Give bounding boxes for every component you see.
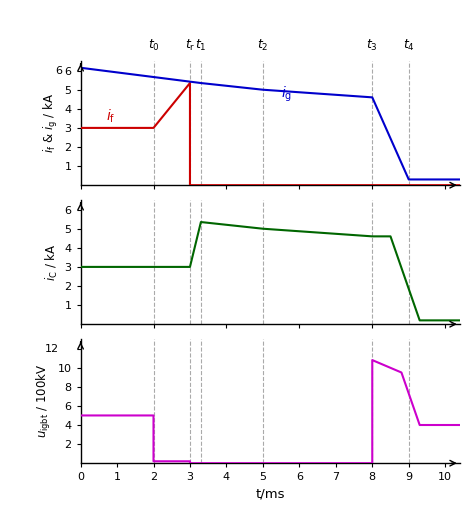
Text: 6: 6 [55, 66, 63, 76]
Text: $t_4$: $t_4$ [403, 38, 415, 53]
Text: $t_3$: $t_3$ [366, 38, 378, 53]
Text: $i_{\mathrm{f}}$: $i_{\mathrm{f}}$ [106, 107, 116, 125]
Text: 12: 12 [45, 344, 59, 354]
X-axis label: t/ms: t/ms [255, 488, 285, 501]
Y-axis label: $i_{\mathrm{C}}$ / kA: $i_{\mathrm{C}}$ / kA [44, 243, 60, 281]
Y-axis label: $i_{\mathrm{f}}$ & $i_{\mathrm{g}}$ / kA: $i_{\mathrm{f}}$ & $i_{\mathrm{g}}$ / kA [42, 93, 60, 153]
Text: $i_{\mathrm{g}}$: $i_{\mathrm{g}}$ [281, 84, 292, 104]
Text: $t_1$: $t_1$ [195, 38, 207, 53]
Text: $t_0$: $t_0$ [147, 38, 159, 53]
Y-axis label: $u_{\mathrm{igbt}}$ / 100kV: $u_{\mathrm{igbt}}$ / 100kV [36, 364, 54, 438]
Text: $t_2$: $t_2$ [257, 38, 269, 53]
Text: $t_{\mathrm{r}}$: $t_{\mathrm{r}}$ [185, 38, 195, 53]
